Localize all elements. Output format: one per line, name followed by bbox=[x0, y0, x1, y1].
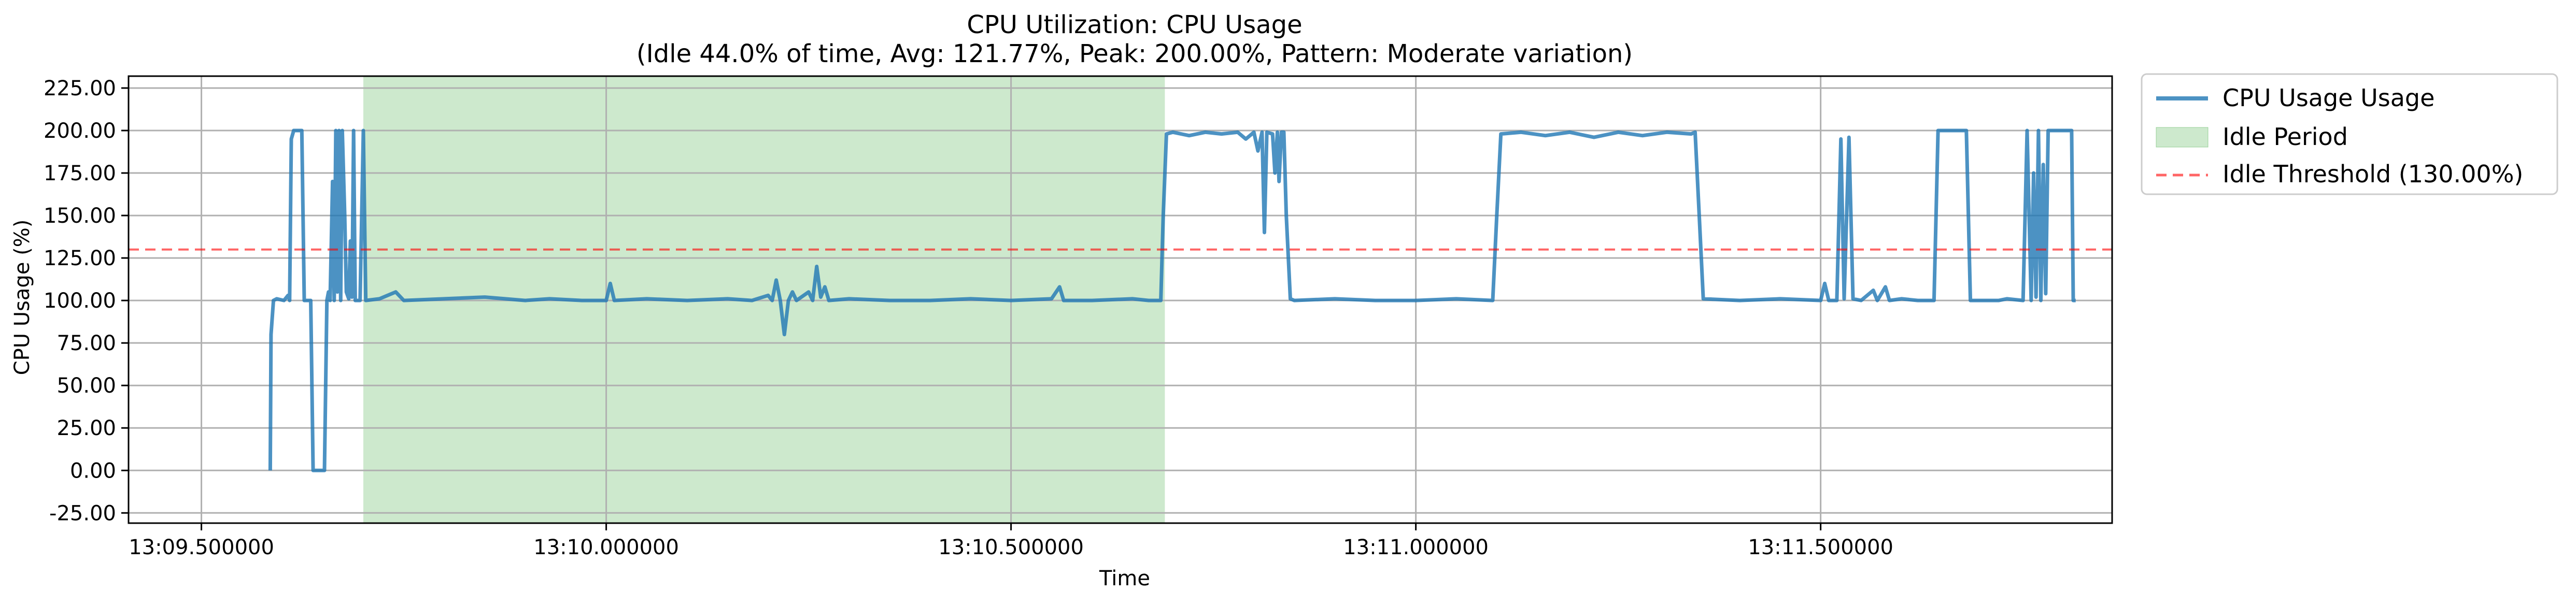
x-axis: 13:09.500000 13:10.000000 13:10.500000 13:1… bbox=[129, 523, 1893, 559]
y-axis: -25.00 0.00 25.00 50.00 75.00 100.00 125.00 150… bbox=[44, 77, 129, 525]
legend-idle-label: Idle Period bbox=[2223, 123, 2348, 151]
y-tick-label: 225.00 bbox=[44, 77, 116, 100]
legend-threshold-label: Idle Threshold (130.00%) bbox=[2223, 160, 2523, 188]
y-axis-label: CPU Usage (%) bbox=[10, 220, 34, 376]
legend-box bbox=[2141, 73, 2558, 195]
y-tick-label: 75.00 bbox=[56, 331, 116, 355]
legend-series-label: CPU Usage Usage bbox=[2223, 84, 2435, 112]
y-tick-label: 125.00 bbox=[44, 247, 116, 270]
y-tick-label: -25.00 bbox=[49, 501, 116, 525]
x-tick-label: 13:10.000000 bbox=[533, 536, 679, 559]
y-tick-label: 150.00 bbox=[44, 204, 116, 228]
x-tick-label: 13:11.000000 bbox=[1343, 536, 1489, 559]
series-cpu-usage-line bbox=[268, 128, 2076, 472]
x-tick-label: 13:11.500000 bbox=[1748, 536, 1893, 559]
x-tick-label: 13:10.500000 bbox=[938, 536, 1084, 559]
legend-idle-swatch bbox=[2156, 127, 2209, 148]
plot-area bbox=[128, 75, 2113, 524]
chart-title: CPU Utilization: CPU Usage bbox=[967, 10, 1302, 39]
y-tick-label: 25.00 bbox=[56, 416, 116, 440]
chart-subtitle: (Idle 44.0% of time, Avg: 121.77%, Peak:… bbox=[636, 39, 1633, 68]
y-tick-label: 0.00 bbox=[70, 459, 116, 483]
legend: CPU Usage Usage Idle Period Idle Thresho… bbox=[2141, 73, 2558, 195]
plot-frame bbox=[128, 75, 2113, 524]
y-tick-label: 175.00 bbox=[44, 162, 116, 185]
x-axis-label: Time bbox=[1099, 567, 1150, 590]
y-tick-label: 100.00 bbox=[44, 289, 116, 313]
x-tick-label: 13:09.500000 bbox=[129, 536, 274, 559]
y-tick-label: 200.00 bbox=[44, 119, 116, 143]
y-tick-label: 50.00 bbox=[56, 374, 116, 398]
